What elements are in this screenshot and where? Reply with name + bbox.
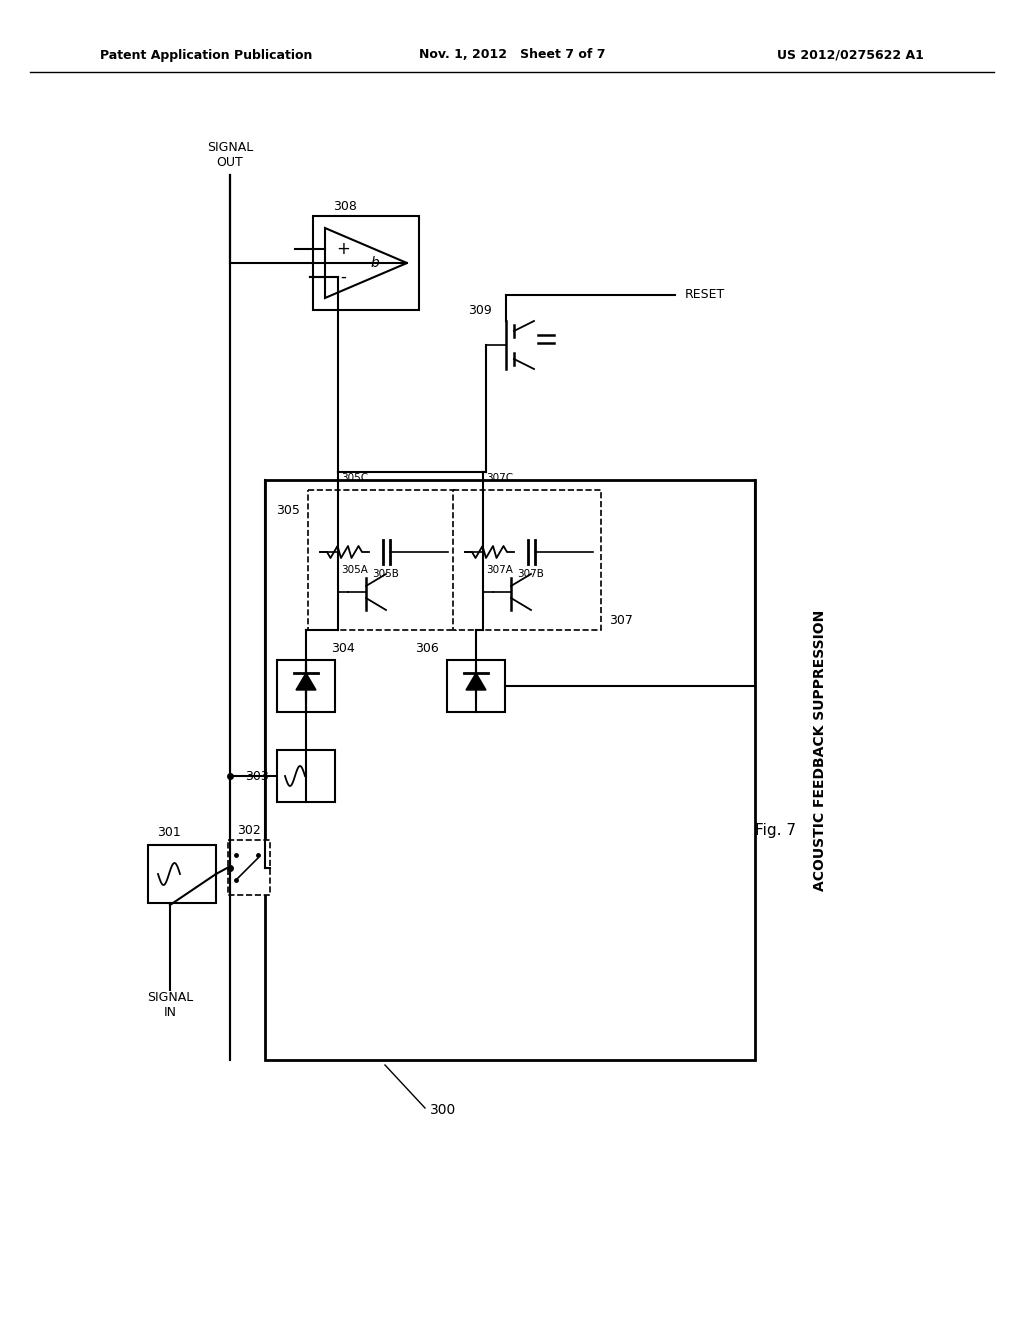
Text: SIGNAL
IN: SIGNAL IN [146,991,194,1019]
Text: 304: 304 [331,642,354,655]
Text: 307A: 307A [486,565,513,576]
Text: 305C: 305C [341,473,368,483]
Text: Fig. 7: Fig. 7 [755,822,796,837]
Text: 301: 301 [157,826,181,840]
Polygon shape [325,228,407,298]
Text: ACOUSTIC FEEDBACK SUPPRESSION: ACOUSTIC FEEDBACK SUPPRESSION [813,610,827,891]
Bar [308,490,456,630]
Polygon shape [466,673,486,690]
Text: 302: 302 [238,824,261,837]
Bar [453,490,601,630]
Text: 305: 305 [276,503,300,516]
Text: 305A: 305A [342,565,369,576]
Text: 308: 308 [333,199,357,213]
Bar [313,216,419,310]
Polygon shape [296,673,316,690]
Text: 305B: 305B [373,569,399,579]
Bar [278,750,335,803]
Text: 303: 303 [246,770,269,783]
Text: b: b [371,256,379,271]
Text: US 2012/0275622 A1: US 2012/0275622 A1 [777,49,924,62]
Bar [278,660,335,711]
Bar [447,660,505,711]
Text: +: + [336,240,350,257]
Text: SIGNAL
OUT: SIGNAL OUT [207,141,253,169]
Text: Nov. 1, 2012   Sheet 7 of 7: Nov. 1, 2012 Sheet 7 of 7 [419,49,605,62]
Text: RESET: RESET [685,289,725,301]
Text: 307B: 307B [517,569,545,579]
Text: -: - [340,268,346,286]
Text: 309: 309 [468,304,492,317]
Bar [265,480,755,1060]
Bar [228,840,270,895]
Text: 307C: 307C [486,473,513,483]
Text: 307: 307 [609,614,633,627]
Bar [148,845,216,903]
Text: 306: 306 [416,642,439,655]
Text: 300: 300 [430,1104,457,1117]
Text: Patent Application Publication: Patent Application Publication [100,49,312,62]
